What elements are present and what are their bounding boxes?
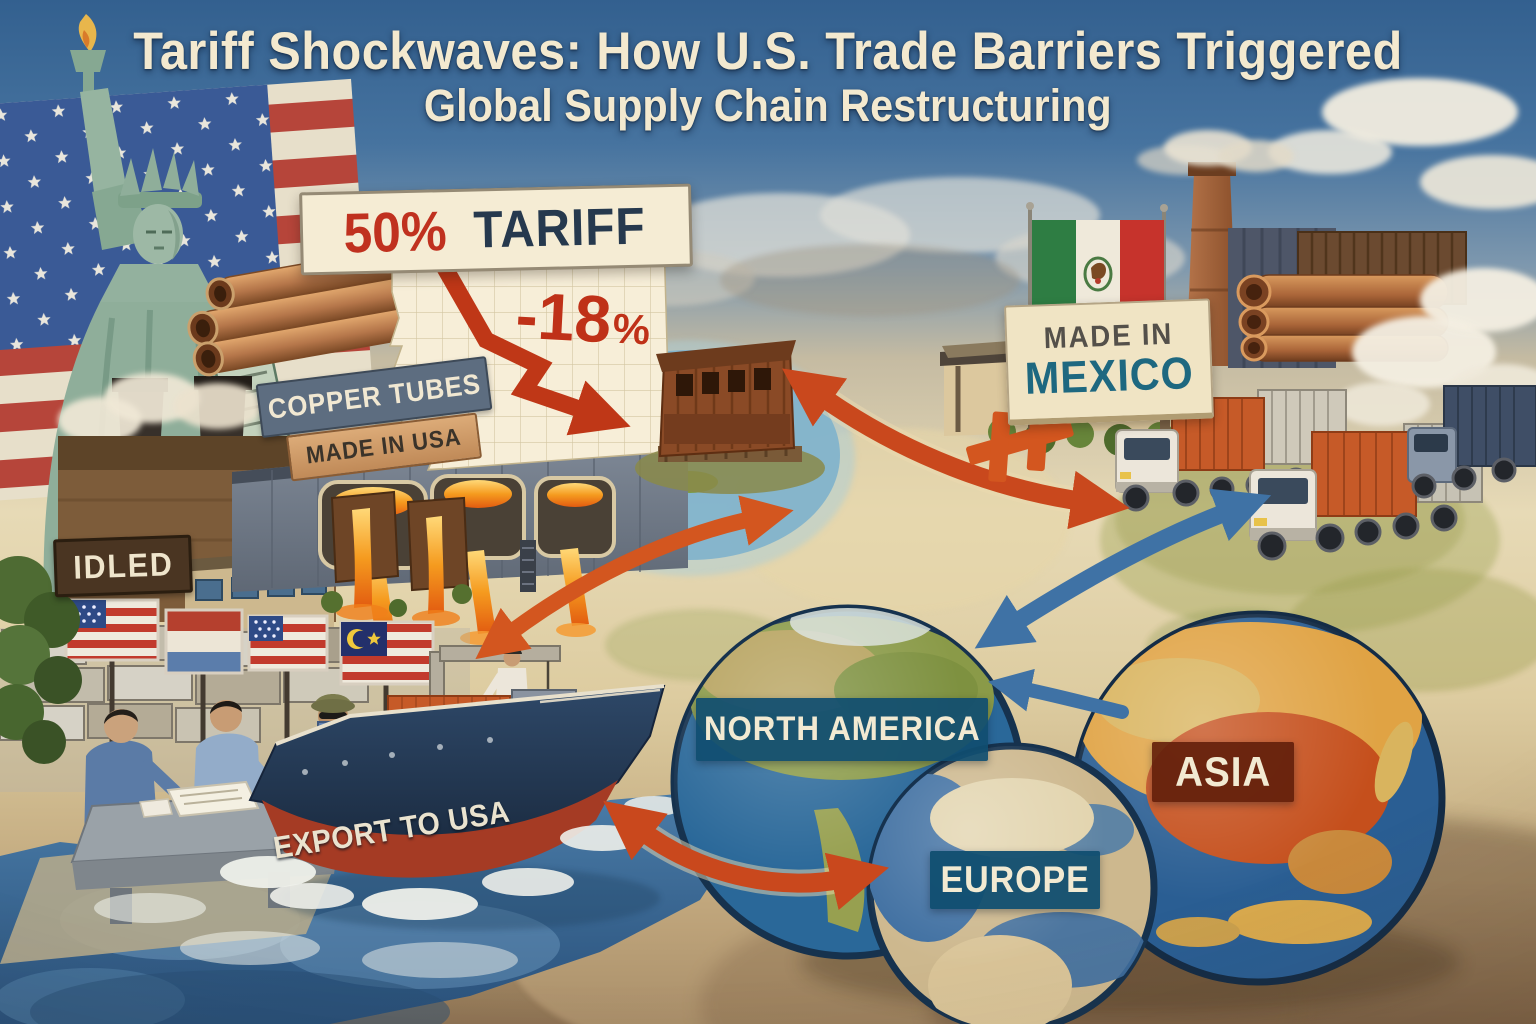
cloud-icon <box>1137 78 1536 209</box>
made-in-mexico-billboard: MADE IN MEXICO <box>1003 298 1215 426</box>
idled-label: IDLED <box>72 545 174 586</box>
trade-arrows <box>475 368 1272 911</box>
asia-label: ASIA <box>1174 748 1271 795</box>
tariff-rate-sign: 50% TARIFF <box>299 183 693 276</box>
poster-title: Tariff Shockwaves: How U.S. Trade Barrie… <box>0 22 1536 132</box>
tariff-percent: 50% <box>343 199 448 265</box>
decline-percentage: -18 % <box>496 276 670 369</box>
decline-value: -18 <box>513 277 614 357</box>
decline-unit: % <box>611 304 652 354</box>
arrow-asia-blue <box>988 668 1129 719</box>
north-america-banner: NORTH AMERICA <box>696 698 988 761</box>
us-flag-icon <box>247 614 329 672</box>
arrow-ship-europe-red <box>603 800 889 911</box>
us-flag-icon <box>64 598 160 662</box>
idled-sign: IDLED <box>53 534 193 598</box>
mexico-label: MEXICO <box>1024 347 1195 405</box>
bushes <box>0 556 82 764</box>
title-line-1: Tariff Shockwaves: How U.S. Trade Barrie… <box>133 22 1403 81</box>
decline-arrow-icon <box>430 251 631 436</box>
truck-icon <box>1407 385 1536 499</box>
europe-banner: EUROPE <box>930 851 1100 909</box>
malaysia-flag-icon <box>339 620 435 686</box>
netherlands-flag-icon <box>164 608 244 675</box>
title-line-2: Global Supply Chain Restructuring <box>424 80 1112 132</box>
north-america-label: NORTH AMERICA <box>703 710 981 748</box>
arrow-factory-orange <box>475 495 794 660</box>
arrow-mexico-blue <box>974 488 1272 649</box>
waves <box>94 796 684 978</box>
tariff-word: TARIFF <box>472 197 646 260</box>
molten-cascade <box>321 490 472 626</box>
europe-label: EUROPE <box>940 859 1090 900</box>
asia-banner: ASIA <box>1152 742 1294 802</box>
island-warehouse <box>635 340 825 494</box>
